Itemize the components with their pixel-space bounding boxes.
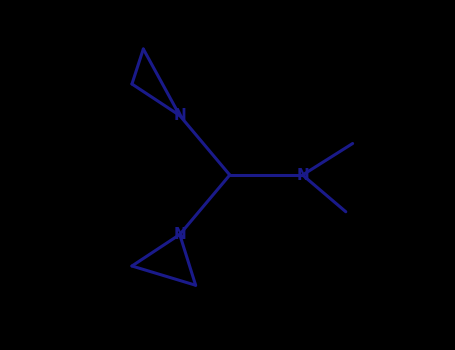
Text: N: N: [173, 227, 186, 242]
Text: N: N: [173, 108, 186, 123]
Text: N: N: [296, 168, 309, 182]
